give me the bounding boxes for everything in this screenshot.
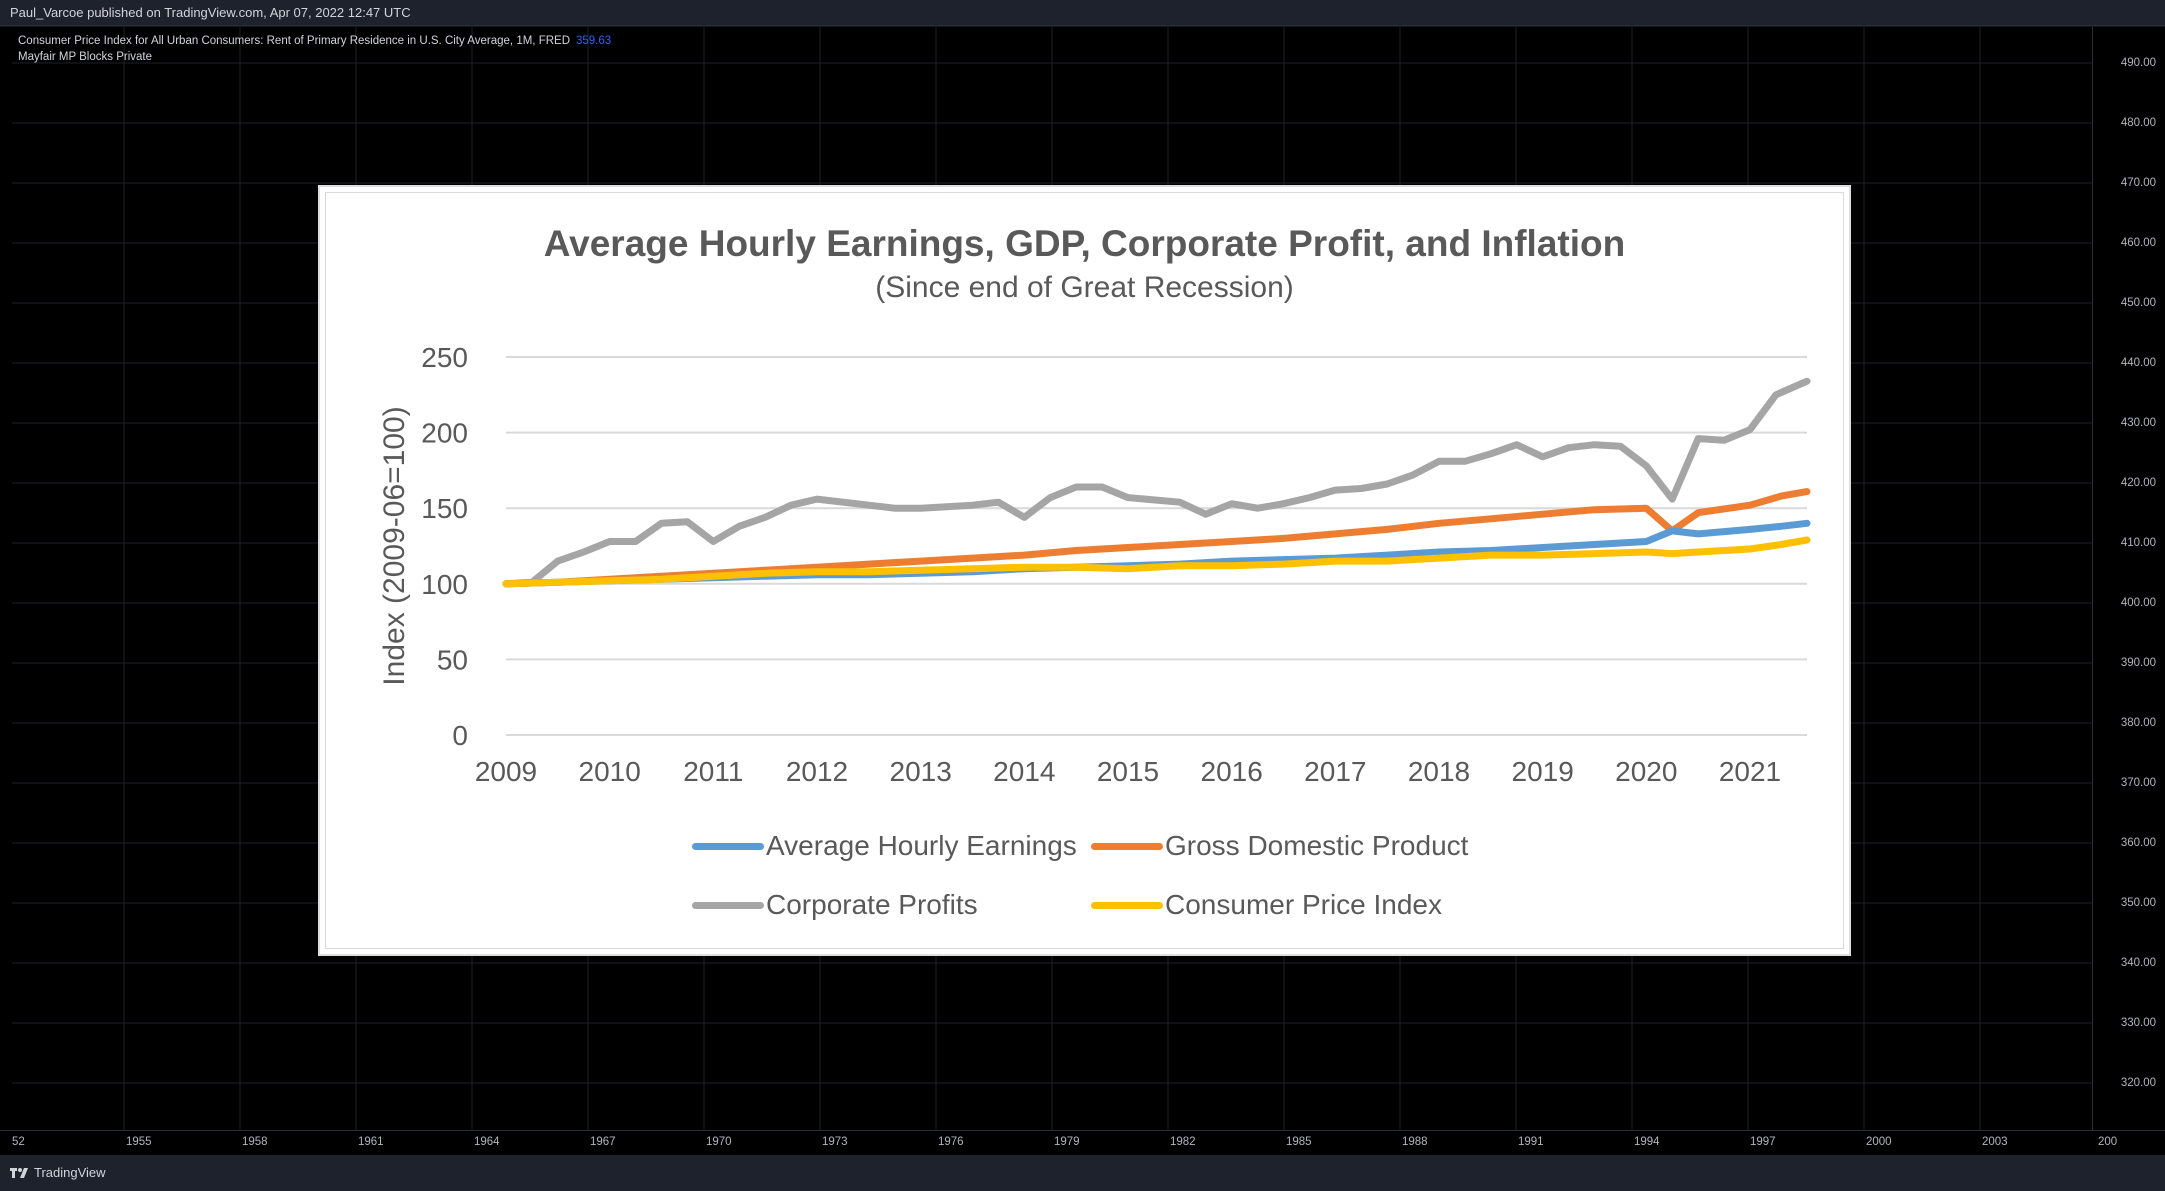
price-tick: 330.00 [2120,1017,2156,1029]
time-tick: 1970 [706,1136,732,1148]
x-tick-label: 2015 [1097,756,1159,787]
tradingview-brand[interactable]: TradingView [10,1165,106,1180]
y-tick-label: 0 [452,720,468,751]
time-tick: 1979 [1054,1136,1080,1148]
x-tick-label: 2018 [1408,756,1470,787]
price-tick: 480.00 [2120,117,2156,129]
indicator-legend[interactable]: Mayfair MP Blocks Private [18,51,152,63]
y-tick-label: 150 [421,493,468,524]
x-tick-label: 2014 [993,756,1055,787]
time-tick: 52 [12,1136,25,1148]
time-tick: 1994 [1634,1136,1660,1148]
time-tick: 1958 [242,1136,268,1148]
price-tick: 450.00 [2120,297,2156,309]
time-tick: 200 [2098,1136,2118,1148]
legend-swatch-ahe [692,842,764,850]
time-tick: 1988 [1402,1136,1428,1148]
legend-swatch-profits [692,901,764,909]
legend-swatch-gdp [1091,842,1163,850]
price-tick: 410.00 [2120,537,2156,549]
chart-title: Average Hourly Earnings, GDP, Corporate … [543,223,1626,264]
price-tick: 440.00 [2120,357,2156,369]
series-legend[interactable]: Consumer Price Index for All Urban Consu… [18,35,611,47]
time-tick: 1991 [1518,1136,1544,1148]
publisher-bar: Paul_Varcoe published on TradingView.com… [0,0,2165,26]
bottom-bar: TradingView [0,1155,2165,1191]
x-tick-label: 2016 [1201,756,1263,787]
x-tick-label: 2019 [1512,756,1574,787]
legend-gdp: Gross Domestic Product [1091,830,1468,862]
series-line-profits [502,377,1811,588]
time-tick: 1967 [590,1136,616,1148]
legend-label-ahe: Average Hourly Earnings [766,830,1077,861]
x-tick-label: 2009 [475,756,537,787]
legend-label-cpi: Consumer Price Index [1165,889,1443,920]
left-strip [0,27,12,1130]
time-tick: 2003 [1982,1136,2008,1148]
publisher-text: Paul_Varcoe published on TradingView.com… [10,5,411,20]
x-tick-label: 2011 [683,756,743,787]
x-tick-label: 2010 [579,756,641,787]
price-tick: 320.00 [2120,1077,2156,1089]
legend-swatch-cpi [1091,901,1163,909]
x-tick-label: 2017 [1304,756,1366,787]
time-tick: 1961 [358,1136,384,1148]
price-tick: 380.00 [2120,717,2156,729]
y-tick-label: 250 [421,342,468,373]
legend-ahe: Average Hourly Earnings [692,830,1077,862]
time-tick: 1985 [1286,1136,1312,1148]
series-value: 359.63 [576,35,612,47]
image-inner-border [325,192,1844,949]
legend-label-profits: Corporate Profits [766,889,978,920]
legend-cpi: Consumer Price Index [1091,889,1442,921]
chart-subtitle: (Since end of Great Recession) [875,271,1294,304]
line-chart: 0 50 100 150 200 250 2009 2010 2011 2012 2013 2014 2… [378,342,1811,787]
time-tick: 1976 [938,1136,964,1148]
price-tick: 460.00 [2120,237,2156,249]
y-axis-label: Index (2009-06=100) [378,406,411,685]
price-tick: 360.00 [2120,837,2156,849]
price-axis[interactable]: 490.00 480.00 470.00 460.00 450.00 440.00 430.… [2092,27,2165,1130]
x-tick-label: 2012 [786,756,848,787]
price-tick: 490.00 [2120,57,2156,69]
time-tick: 1964 [474,1136,500,1148]
legend-profits: Corporate Profits [692,889,978,921]
tradingview-logo-icon [10,1167,28,1178]
time-tick: 2000 [1866,1136,1892,1148]
time-tick: 1973 [822,1136,848,1148]
price-tick: 340.00 [2120,957,2156,969]
y-tick-label: 50 [437,644,468,675]
price-tick: 390.00 [2120,657,2156,669]
embedded-chart-image: Average Hourly Earnings, GDP, Corporate … [318,185,1851,956]
y-tick-label: 100 [421,569,468,600]
legend-label-gdp: Gross Domestic Product [1165,830,1469,861]
brand-label: TradingView [34,1165,106,1180]
price-tick: 420.00 [2120,477,2156,489]
series-line-cpi [502,536,1811,588]
x-tick-label: 2021 [1719,756,1781,787]
time-axis[interactable]: 52 1955 1958 1961 1964 1967 1970 1973 1976 1979 19… [0,1130,2165,1156]
indicator-title: Mayfair MP Blocks Private [18,51,152,63]
price-tick: 370.00 [2120,777,2156,789]
price-tick: 430.00 [2120,417,2156,429]
time-tick: 1997 [1750,1136,1776,1148]
y-tick-label: 200 [421,418,468,449]
price-tick: 350.00 [2120,897,2156,909]
series-title: Consumer Price Index for All Urban Consu… [18,35,570,47]
x-tick-label: 2013 [890,756,952,787]
time-tick: 1982 [1170,1136,1196,1148]
price-tick: 470.00 [2120,177,2156,189]
price-tick: 400.00 [2120,597,2156,609]
time-tick: 1955 [126,1136,152,1148]
x-tick-label: 2020 [1615,756,1677,787]
